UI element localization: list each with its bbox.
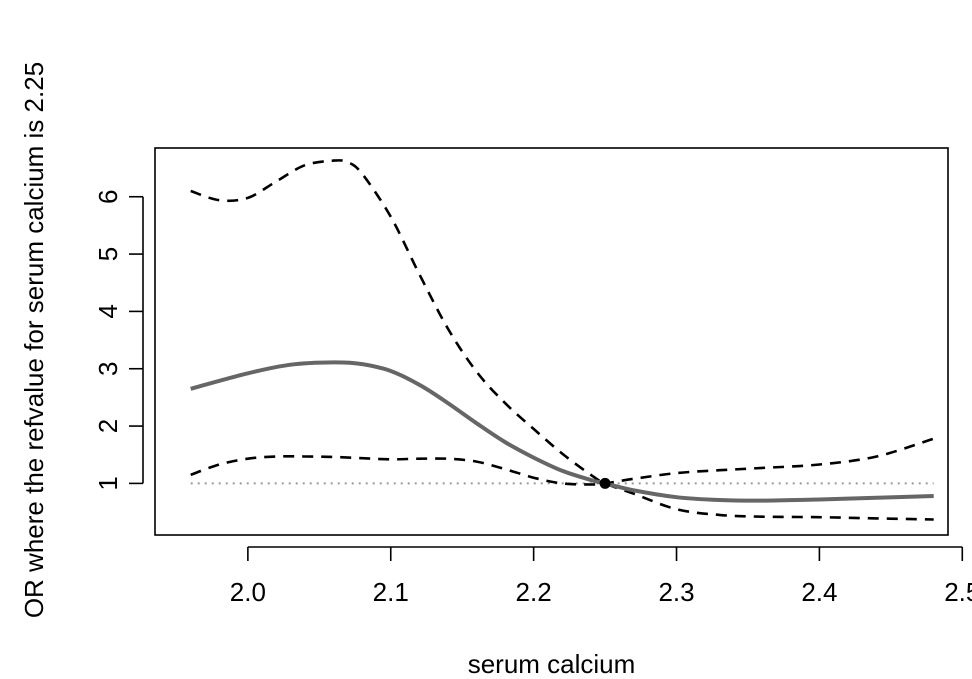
y-tick-label: 4	[93, 304, 123, 318]
x-tick-label: 2.2	[516, 577, 552, 607]
series-layer	[190, 159, 935, 521]
y-tick-label: 1	[93, 476, 123, 490]
y-axis: 1 2 3 4 5 6	[93, 189, 144, 491]
plot-frame	[154, 147, 949, 536]
x-axis: 2.0 2.1 2.2 2.3 2.4 2.5	[230, 546, 972, 607]
x-axis-title: serum calcium	[468, 649, 636, 679]
series-line-estimate	[190, 360, 934, 503]
y-tick-label: 3	[93, 361, 123, 375]
x-tick-label: 2.0	[230, 577, 266, 607]
x-tick-label: 2.5	[944, 577, 972, 607]
y-tick-label: 6	[93, 189, 123, 203]
y-tick-label: 2	[93, 419, 123, 433]
y-tick-label: 5	[93, 247, 123, 261]
reference-point-layer	[599, 477, 611, 489]
x-tick-label: 2.1	[373, 577, 409, 607]
x-tick-label: 2.3	[658, 577, 694, 607]
reference-point	[599, 477, 611, 489]
series-line-lower-bound	[190, 437, 935, 486]
series-line-upper-bound	[190, 159, 934, 521]
x-tick-label: 2.4	[801, 577, 837, 607]
y-axis-title: OR where the refvalue for serum calcium …	[19, 62, 49, 618]
